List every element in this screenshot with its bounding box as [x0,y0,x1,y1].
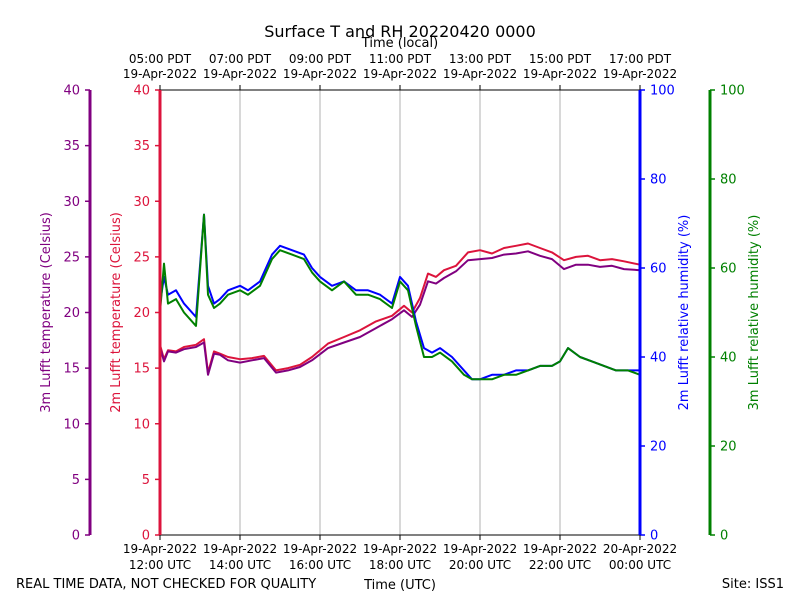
y-axis-label: 3m Lufft relative humidity (%) [747,215,762,411]
y-tick-label: 20 [720,440,737,455]
y-tick-label: 30 [63,195,80,210]
top-tick-label-time: 11:00 PDT [369,52,432,66]
x-tick-label-time: 12:00 UTC [129,558,191,572]
x-tick-label-time: 20:00 UTC [449,558,511,572]
x-tick-label-date: 19-Apr-2022 [283,542,357,556]
axes: 0 5 10 15 20 25 30 35 40 3m Lufft temperature (Ce… [39,84,762,544]
y-tick-label: 25 [133,250,150,265]
y-tick-label: 0 [650,529,658,544]
y-tick-label: 0 [142,529,150,544]
top-axis-label: Time (local) [361,36,438,51]
y-tick-label: 35 [133,139,150,154]
y-tick-label: 100 [720,84,745,99]
y-axis-rh3: 0 20 40 60 80 100 3m Lufft relative humidity (… [708,84,762,544]
y-tick-label: 30 [133,195,150,210]
x-tick-label-time: 16:00 UTC [289,558,351,572]
y-tick-label: 40 [650,351,667,366]
y-tick-label: 0 [720,529,728,544]
x-tick-label-date: 19-Apr-2022 [443,542,517,556]
y-tick-label: 60 [720,262,737,277]
y-axis-t3: 0 5 10 15 20 25 30 35 40 3m Lufft temperature (Ce… [39,84,92,544]
y-axis-label: 3m Lufft temperature (Celsius) [39,212,54,413]
x-tick-label-time: 22:00 UTC [529,558,591,572]
series-3m-lufft-relative-humidity [159,213,641,381]
site-label: Site: ISS1 [722,577,784,592]
y-tick-label: 20 [650,440,667,455]
top-tick-label-date: 19-Apr-2022 [123,67,197,81]
top-tick-label-time: 15:00 PDT [529,52,592,66]
x-tick-label-time: 18:00 UTC [369,558,431,572]
y-tick-label: 10 [133,417,150,432]
top-tick-label-date: 19-Apr-2022 [523,67,597,81]
y-tick-label: 40 [720,351,737,366]
y-tick-label: 0 [72,529,80,544]
y-tick-label: 35 [63,139,80,154]
x-tick-label-date: 19-Apr-2022 [363,542,437,556]
x-axis-label: Time (UTC) [363,578,436,593]
y-tick-label: 80 [650,173,667,188]
x-tick-label-time: 00:00 UTC [609,558,671,572]
x-tick-label-date: 19-Apr-2022 [203,542,277,556]
y-tick-label: 25 [63,250,80,265]
x-tick-label-date: 19-Apr-2022 [523,542,597,556]
top-tick-label-time: 07:00 PDT [209,52,272,66]
y-axis-label: 2m Lufft relative humidity (%) [677,215,692,411]
y-tick-label: 60 [650,262,667,277]
top-tick-label-time: 09:00 PDT [289,52,352,66]
y-tick-label: 15 [63,362,80,377]
x-ticks: 19-Apr-2022 12:00 UTC 19-Apr-2022 14:00 UTC… [123,52,677,572]
y-axis-t2: 0 5 10 15 20 25 30 35 40 2m Lufft temperature (Ce… [109,84,162,544]
top-tick-label-date: 19-Apr-2022 [443,67,517,81]
x-tick-label-date: 20-Apr-2022 [603,542,677,556]
x-tick-label-time: 14:00 UTC [209,558,271,572]
top-tick-label-time: 17:00 PDT [609,52,672,66]
x-tick-label-date: 19-Apr-2022 [123,542,197,556]
y-axis-rh2: 0 20 40 60 80 100 2m Lufft relative humidity (… [638,84,692,544]
y-tick-label: 5 [72,473,80,488]
top-tick-label-date: 19-Apr-2022 [283,67,357,81]
y-tick-label: 20 [63,306,80,321]
y-tick-label: 20 [133,306,150,321]
quality-disclaimer: REAL TIME DATA, NOT CHECKED FOR QUALITY [16,577,316,592]
top-tick-label-date: 19-Apr-2022 [203,67,277,81]
y-tick-label: 10 [63,417,80,432]
y-tick-label: 40 [63,84,80,99]
y-axis-label: 2m Lufft temperature (Celsius) [109,212,124,413]
series-layer [159,213,641,381]
y-tick-label: 100 [650,84,675,99]
top-tick-label-time: 05:00 PDT [129,52,192,66]
chart-title: Surface T and RH 20220420 0000 [264,22,536,41]
top-tick-label-time: 13:00 PDT [449,52,512,66]
top-tick-label-date: 19-Apr-2022 [363,67,437,81]
y-tick-label: 80 [720,173,737,188]
series-3m-lufft-temperature [159,250,641,376]
y-tick-label: 40 [133,84,150,99]
y-tick-label: 5 [142,473,150,488]
top-tick-label-date: 19-Apr-2022 [603,67,677,81]
y-tick-label: 15 [133,362,150,377]
